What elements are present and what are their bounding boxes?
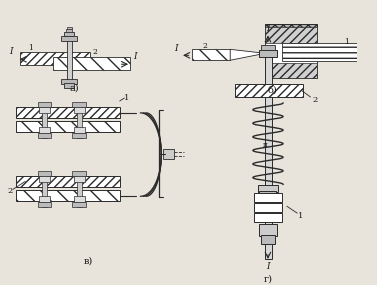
Bar [254, 203, 282, 212]
Bar [42, 174, 47, 207]
Text: I: I [266, 262, 270, 271]
Bar [67, 27, 72, 29]
Bar [72, 133, 86, 138]
Bar [72, 102, 86, 107]
Bar [74, 196, 85, 202]
Bar [53, 57, 130, 70]
Text: I: I [9, 47, 13, 56]
Bar [67, 39, 72, 82]
Bar [16, 107, 120, 118]
Bar [163, 149, 175, 158]
Text: 2: 2 [202, 42, 207, 50]
Bar [38, 202, 51, 207]
Bar [259, 50, 277, 57]
Text: б): б) [268, 86, 277, 95]
Bar [282, 43, 358, 61]
Text: 1: 1 [29, 44, 33, 52]
Bar [16, 121, 120, 132]
Text: I: I [133, 52, 136, 61]
Text: 1: 1 [344, 38, 349, 46]
Bar [254, 193, 282, 202]
Bar [259, 191, 276, 199]
Bar [235, 84, 303, 97]
Bar [72, 202, 86, 207]
Text: 2: 2 [8, 187, 13, 195]
Bar [42, 104, 47, 138]
Bar [265, 63, 317, 78]
Bar [72, 172, 86, 176]
Text: а): а) [69, 84, 79, 93]
Bar [20, 52, 90, 65]
Bar [64, 32, 74, 36]
Bar [74, 127, 85, 133]
Bar [77, 104, 82, 138]
Text: 1: 1 [124, 94, 129, 102]
Text: г): г) [264, 274, 273, 283]
Bar [38, 133, 51, 138]
Bar [259, 224, 277, 236]
Bar [40, 196, 50, 202]
Bar [38, 172, 51, 176]
Bar [40, 176, 50, 182]
Bar [265, 24, 317, 78]
Text: в): в) [84, 256, 93, 265]
Bar [261, 45, 274, 50]
Bar [257, 185, 278, 192]
Bar [61, 36, 77, 41]
Bar [74, 176, 85, 182]
Text: п: п [263, 141, 268, 149]
Bar [38, 102, 51, 107]
Bar [192, 49, 230, 60]
Bar [265, 55, 272, 259]
Text: 1: 1 [298, 212, 304, 220]
Bar [77, 174, 82, 207]
Bar [61, 79, 77, 84]
Polygon shape [230, 49, 265, 60]
Bar [261, 235, 274, 244]
Bar [16, 176, 120, 187]
Bar [66, 29, 72, 32]
Bar [40, 107, 50, 113]
Text: I: I [266, 24, 270, 33]
Bar [254, 213, 282, 222]
Text: 2: 2 [313, 96, 318, 104]
Bar [16, 190, 120, 201]
Bar [265, 38, 317, 66]
Bar [74, 107, 85, 113]
Text: 2: 2 [93, 48, 98, 56]
Bar [265, 27, 317, 43]
Bar [64, 83, 74, 88]
Text: I: I [174, 44, 177, 53]
Bar [40, 127, 50, 133]
